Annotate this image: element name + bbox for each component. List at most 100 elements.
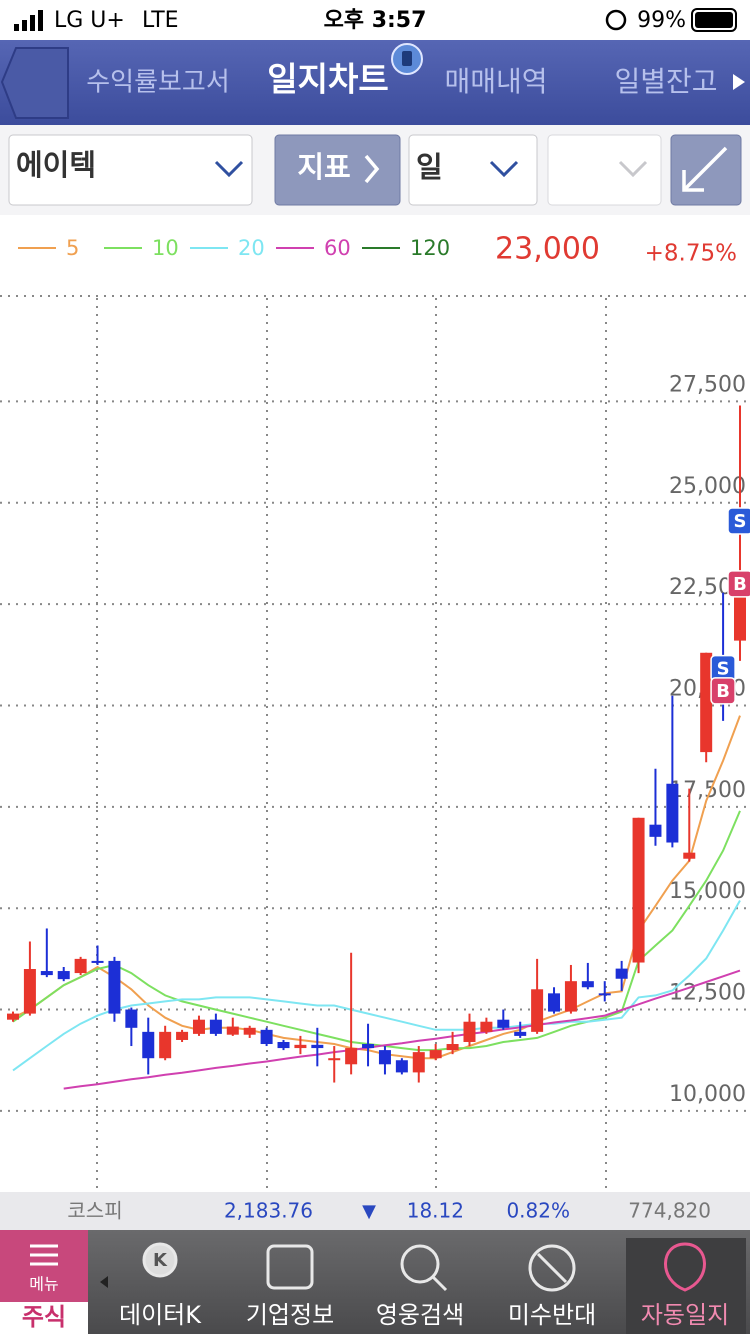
dropdown-arrow: [618, 160, 648, 178]
candle-body: [243, 1027, 256, 1035]
candle-body: [581, 981, 594, 988]
candle-body: [311, 1044, 324, 1049]
index-bar: [0, 1192, 750, 1230]
nav-icon-letter: K: [153, 1250, 168, 1271]
menu-label: 메뉴: [29, 1275, 58, 1294]
nav-label[interactable]: 기업정보: [246, 1301, 334, 1329]
index-percent: 0.82%: [506, 1199, 570, 1223]
candle-body: [142, 1031, 155, 1059]
tab-active[interactable]: 일지차트: [267, 60, 388, 99]
candle-body: [463, 1021, 476, 1042]
ma-line: [63, 969, 741, 1090]
tab[interactable]: 매매내역: [444, 65, 547, 98]
candle-body: [7, 1013, 19, 1020]
y-tick-label: 10,000: [669, 1082, 746, 1107]
bottom-nav: [0, 1230, 750, 1334]
battery-percent: 99%: [637, 8, 686, 33]
expand-icon: [682, 146, 728, 192]
candle-body: [23, 969, 36, 1014]
legend-label: 5: [66, 236, 79, 260]
candle-body: [40, 971, 53, 976]
candle-body: [734, 583, 746, 641]
candle-body: [649, 824, 662, 837]
candle-body: [277, 1041, 290, 1049]
ma-line: [12, 810, 741, 1052]
candle-body: [91, 960, 104, 963]
carrier: LG U+: [54, 8, 125, 33]
candle-body: [548, 993, 561, 1012]
trade-marker-label: B: [716, 681, 730, 702]
battery-level: [695, 12, 733, 28]
candle-body: [345, 1048, 358, 1065]
dropdown-arrow: [214, 160, 244, 178]
period-dropdown[interactable]: [408, 134, 538, 206]
network: LTE: [142, 8, 179, 33]
legend-label: 20: [238, 236, 265, 260]
back-button[interactable]: [0, 47, 69, 119]
candle-body: [74, 958, 87, 974]
trade-marker-label: B: [733, 574, 747, 595]
trade-marker: [727, 507, 750, 535]
candle-body: [412, 1052, 425, 1073]
nav-label[interactable]: 데이터K: [119, 1301, 202, 1329]
candle-body: [429, 1050, 442, 1059]
lock-icon: [605, 9, 627, 31]
candle-body: [564, 981, 577, 1012]
indicator-arrow: [364, 154, 380, 184]
candle-body: [632, 817, 645, 963]
candle-body: [683, 852, 696, 859]
candle-body: [497, 1019, 510, 1028]
legend-label: 120: [410, 236, 450, 260]
indicator-button[interactable]: [274, 134, 401, 206]
tab-bar: [0, 40, 750, 125]
tab-scroll-arrow[interactable]: [733, 74, 745, 90]
y-tick-label: 15,000: [669, 879, 746, 904]
stock-tab[interactable]: [0, 1302, 88, 1334]
index-volume: 774,820: [628, 1199, 711, 1223]
y-tick-label: 27,500: [669, 372, 746, 397]
index-change: 18.12: [407, 1199, 464, 1223]
menu-button[interactable]: [0, 1230, 88, 1302]
indicator-label: 지표: [297, 150, 350, 184]
clock: 오후 3:57: [324, 8, 427, 33]
index-name: 코스피: [67, 1199, 122, 1223]
candle-body: [328, 1058, 341, 1061]
candle-body: [125, 1009, 138, 1028]
change-percent: +8.75%: [645, 241, 737, 267]
candle-body: [395, 1060, 408, 1073]
nav-label[interactable]: 자동일지: [641, 1301, 729, 1329]
nav-label[interactable]: 영웅검색: [376, 1301, 464, 1329]
trade-marker: [710, 677, 736, 705]
nav-label[interactable]: 미수반대: [508, 1301, 596, 1329]
empty-dropdown[interactable]: [547, 134, 662, 206]
candle-body: [446, 1044, 459, 1051]
trade-marker-label: S: [717, 659, 730, 680]
trade-marker: [727, 570, 750, 598]
chart: 10,00012,50015,00017,50020,00022,50025,0…: [0, 236, 750, 1112]
battery: [691, 8, 737, 32]
nav-scroll-arrow[interactable]: [100, 1276, 108, 1288]
trade-marker-label: S: [734, 511, 747, 532]
active-nav-bg: [626, 1238, 746, 1334]
candle-body: [666, 783, 679, 843]
stock-name: 에이텍: [16, 148, 96, 182]
index-arrow: ▼: [362, 1201, 376, 1222]
candle-body: [192, 1019, 205, 1034]
tab[interactable]: 수익률보고서: [86, 68, 230, 98]
candle-body: [226, 1026, 239, 1035]
stock-dropdown[interactable]: [8, 134, 253, 206]
y-tick-label: 25,000: [669, 474, 746, 499]
candle-body: [108, 960, 121, 1014]
ma-line: [12, 900, 741, 1072]
tab[interactable]: 일별잔고: [614, 65, 717, 98]
candle-body: [57, 971, 70, 980]
period-label: 일: [416, 150, 443, 184]
candle-body: [176, 1031, 189, 1040]
nav-icons: [142, 1242, 706, 1292]
menu-icon: [30, 1244, 58, 1266]
tab-badge-icon: [402, 51, 412, 66]
ma-line: [12, 715, 741, 1060]
dropdown-arrow: [489, 160, 519, 178]
candle-body: [294, 1044, 307, 1049]
